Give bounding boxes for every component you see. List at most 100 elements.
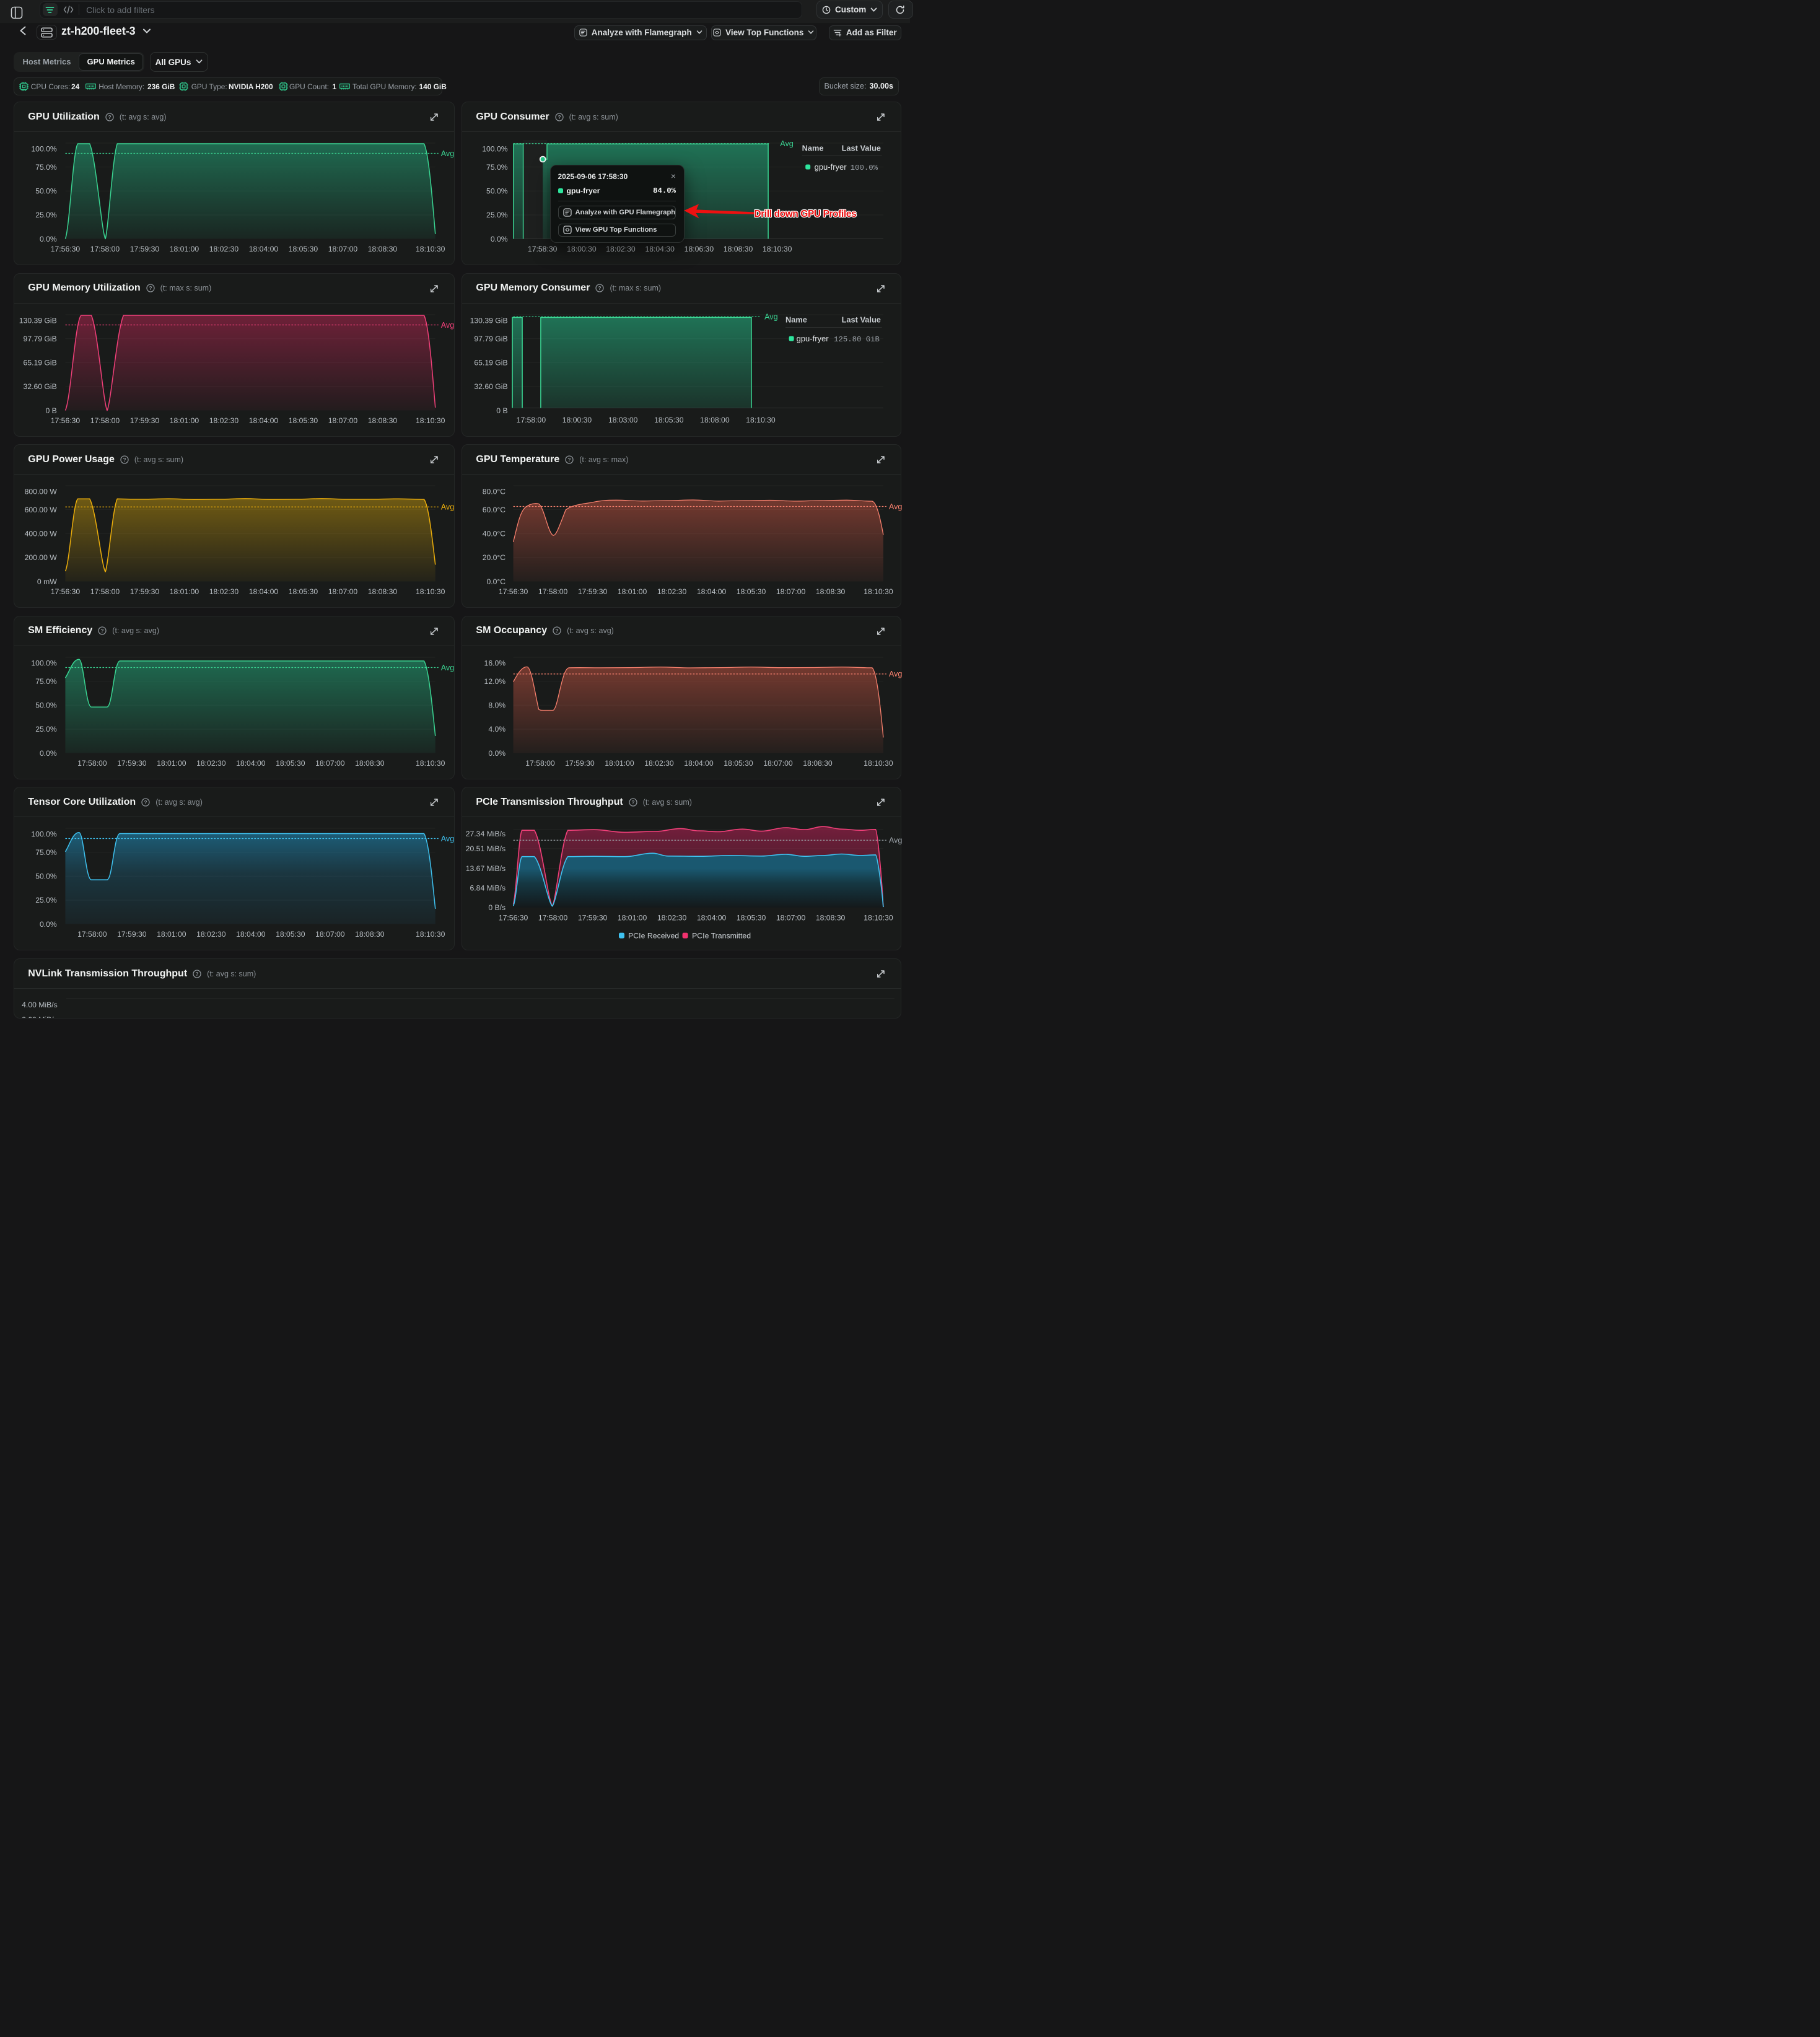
svg-text:18:05:30: 18:05:30 (737, 914, 766, 922)
svg-text:75.0%: 75.0% (35, 677, 57, 686)
svg-text:18:07:00: 18:07:00 (776, 587, 806, 596)
svg-text:0 B: 0 B (497, 406, 508, 414)
svg-text:13.67 MiB/s: 13.67 MiB/s (466, 865, 505, 874)
svg-text:4.00 MiB/s: 4.00 MiB/s (22, 1001, 58, 1009)
svg-text:50.0%: 50.0% (35, 872, 57, 881)
svg-text:600.00 W: 600.00 W (25, 506, 58, 514)
svg-text:18:02:30: 18:02:30 (209, 245, 239, 253)
svg-text:18:04:00: 18:04:00 (249, 245, 279, 253)
svg-text:18:07:00: 18:07:00 (776, 914, 806, 922)
svg-text:18:02:30: 18:02:30 (606, 245, 636, 253)
svg-text:?: ? (555, 628, 558, 634)
svg-text:17:59:30: 17:59:30 (117, 759, 147, 768)
svg-text:25.0%: 25.0% (486, 211, 508, 219)
svg-text:Avg: Avg (441, 320, 454, 329)
svg-text:18:04:00: 18:04:00 (249, 587, 279, 596)
svg-text:97.79 GiB: 97.79 GiB (475, 334, 508, 343)
svg-text:Avg: Avg (441, 149, 454, 158)
svg-text:?: ? (108, 114, 111, 120)
svg-text:130.39 GiB: 130.39 GiB (470, 316, 508, 325)
svg-text:100.0%: 100.0% (851, 164, 878, 172)
svg-text:18:04:00: 18:04:00 (236, 931, 266, 939)
svg-text:18:01:00: 18:01:00 (157, 931, 186, 939)
svg-text:?: ? (149, 285, 152, 291)
svg-text:18:00:30: 18:00:30 (567, 245, 597, 253)
svg-text:18:07:00: 18:07:00 (328, 587, 358, 596)
svg-text:17:58:00: 17:58:00 (90, 245, 120, 253)
svg-text:17:58:00: 17:58:00 (526, 759, 556, 768)
svg-text:18:08:30: 18:08:30 (803, 759, 833, 768)
svg-text:Avg: Avg (889, 502, 902, 511)
svg-text:17:58:00: 17:58:00 (538, 587, 568, 596)
svg-text:18:07:00: 18:07:00 (764, 759, 794, 768)
svg-text:100.0%: 100.0% (32, 830, 57, 839)
svg-text:60.0°C: 60.0°C (483, 506, 506, 514)
svg-text:18:10:30: 18:10:30 (763, 245, 792, 253)
svg-text:18:03:00: 18:03:00 (608, 416, 638, 424)
svg-text:4.0%: 4.0% (489, 725, 506, 734)
svg-text:18:08:30: 18:08:30 (355, 759, 385, 768)
svg-text:100.0%: 100.0% (483, 145, 508, 154)
svg-text:PCIe Transmitted: PCIe Transmitted (692, 932, 751, 940)
svg-text:18:10:30: 18:10:30 (416, 245, 445, 253)
svg-text:32.60 GiB: 32.60 GiB (24, 382, 57, 391)
svg-text:18:04:00: 18:04:00 (697, 914, 727, 922)
svg-text:18:04:00: 18:04:00 (236, 759, 266, 768)
svg-text:17:56:30: 17:56:30 (51, 587, 81, 596)
svg-text:18:02:30: 18:02:30 (209, 587, 239, 596)
svg-text:18:05:30: 18:05:30 (289, 587, 318, 596)
svg-text:18:07:00: 18:07:00 (328, 245, 358, 253)
svg-text:18:05:30: 18:05:30 (724, 759, 754, 768)
svg-text:18:01:00: 18:01:00 (170, 416, 199, 425)
svg-text:17:58:00: 17:58:00 (77, 931, 107, 939)
svg-text:125.80 GiB: 125.80 GiB (834, 335, 880, 343)
svg-text:?: ? (123, 457, 126, 463)
svg-text:18:07:00: 18:07:00 (315, 931, 345, 939)
svg-text:PCIe Received: PCIe Received (628, 932, 679, 940)
svg-text:18:02:30: 18:02:30 (196, 931, 226, 939)
svg-text:130.39 GiB: 130.39 GiB (19, 316, 57, 325)
svg-text:17:59:30: 17:59:30 (130, 416, 160, 425)
svg-text:17:59:30: 17:59:30 (130, 245, 160, 253)
svg-text:18:01:00: 18:01:00 (157, 759, 186, 768)
svg-text:?: ? (101, 628, 104, 634)
svg-text:18:05:30: 18:05:30 (737, 587, 766, 596)
svg-text:18:05:30: 18:05:30 (654, 416, 684, 424)
svg-text:25.0%: 25.0% (35, 211, 57, 219)
svg-text:0 B/s: 0 B/s (489, 903, 506, 912)
svg-text:18:05:30: 18:05:30 (276, 759, 305, 768)
svg-text:32.60 GiB: 32.60 GiB (475, 382, 508, 391)
svg-text:?: ? (568, 457, 571, 463)
svg-text:18:02:30: 18:02:30 (657, 587, 687, 596)
svg-text:18:05:30: 18:05:30 (289, 416, 318, 425)
svg-text:50.0%: 50.0% (35, 187, 57, 196)
svg-text:18:04:00: 18:04:00 (249, 416, 279, 425)
svg-text:18:06:30: 18:06:30 (685, 245, 714, 253)
svg-text:18:08:30: 18:08:30 (368, 245, 398, 253)
svg-text:18:05:30: 18:05:30 (289, 245, 318, 253)
svg-text:25.0%: 25.0% (35, 725, 57, 734)
svg-text:6.84 MiB/s: 6.84 MiB/s (470, 884, 506, 893)
svg-text:0.0%: 0.0% (491, 235, 508, 243)
svg-text:18:07:00: 18:07:00 (315, 759, 345, 768)
svg-text:65.19 GiB: 65.19 GiB (475, 358, 508, 367)
svg-text:Last Value: Last Value (842, 143, 881, 152)
svg-text:18:02:30: 18:02:30 (209, 416, 239, 425)
svg-text:27.34 MiB/s: 27.34 MiB/s (466, 830, 505, 838)
svg-text:100.0%: 100.0% (32, 659, 57, 667)
svg-text:17:58:30: 17:58:30 (528, 245, 558, 253)
svg-text:65.19 GiB: 65.19 GiB (24, 358, 57, 367)
svg-text:18:01:00: 18:01:00 (605, 759, 635, 768)
svg-text:0.0%: 0.0% (40, 920, 57, 929)
svg-text:0.0%: 0.0% (40, 235, 57, 243)
svg-text:17:58:00: 17:58:00 (90, 416, 120, 425)
svg-text:18:10:30: 18:10:30 (746, 416, 776, 424)
svg-text:17:59:30: 17:59:30 (566, 759, 595, 768)
svg-text:17:56:30: 17:56:30 (51, 245, 81, 253)
svg-text:18:07:00: 18:07:00 (328, 416, 358, 425)
svg-text:17:58:00: 17:58:00 (90, 587, 120, 596)
svg-text:18:04:30: 18:04:30 (645, 245, 675, 253)
svg-text:20.0°C: 20.0°C (483, 553, 506, 562)
svg-text:17:59:30: 17:59:30 (130, 587, 160, 596)
svg-text:100.0%: 100.0% (32, 145, 57, 154)
